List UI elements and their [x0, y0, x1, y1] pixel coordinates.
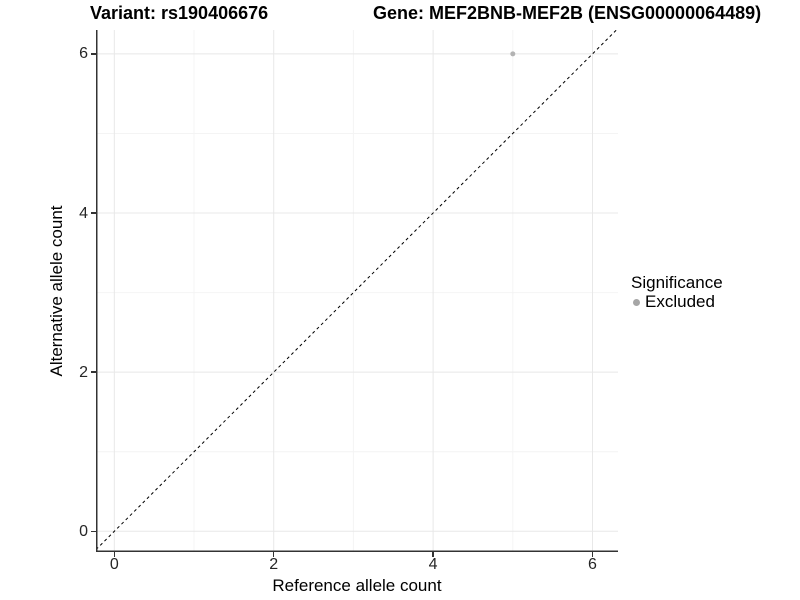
legend-entry: Excluded	[633, 293, 723, 311]
data-point	[510, 51, 516, 57]
y-tick-mark	[91, 53, 96, 55]
y-tick-mark	[91, 371, 96, 373]
legend-point-icon	[633, 298, 640, 306]
legend-entry-label: Excluded	[645, 292, 715, 311]
identity-line	[96, 30, 617, 550]
y-tick-mark	[91, 530, 96, 533]
plot-panel	[96, 30, 618, 552]
x-axis-title: Reference allele count	[272, 576, 442, 595]
y-tick-label: 2	[79, 363, 88, 381]
x-tick-label: 6	[588, 556, 597, 573]
x-tick-label: 4	[428, 556, 438, 573]
x-tick-label: 2	[269, 556, 279, 573]
x-tick-label: 0	[109, 556, 119, 573]
plot-area-svg	[96, 30, 618, 552]
y-axis-title: Alternative allele count	[47, 205, 66, 377]
x-tick-mark	[272, 552, 275, 557]
y-tick-mark	[91, 212, 96, 214]
x-tick-mark	[432, 552, 434, 557]
x-tick-mark	[113, 552, 116, 557]
plot-title-gene: Gene: MEF2BNB-MEF2B (ENSG00000064489)	[373, 3, 762, 23]
y-tick-label: 0	[79, 522, 88, 540]
y-tick-label: 6	[79, 45, 88, 63]
y-tick-label: 4	[79, 204, 88, 222]
legend: Significance Excluded	[631, 274, 723, 311]
x-tick-mark	[591, 552, 594, 557]
plot-title-variant: Variant: rs190406676	[90, 3, 269, 23]
legend-title: Significance	[631, 273, 723, 292]
